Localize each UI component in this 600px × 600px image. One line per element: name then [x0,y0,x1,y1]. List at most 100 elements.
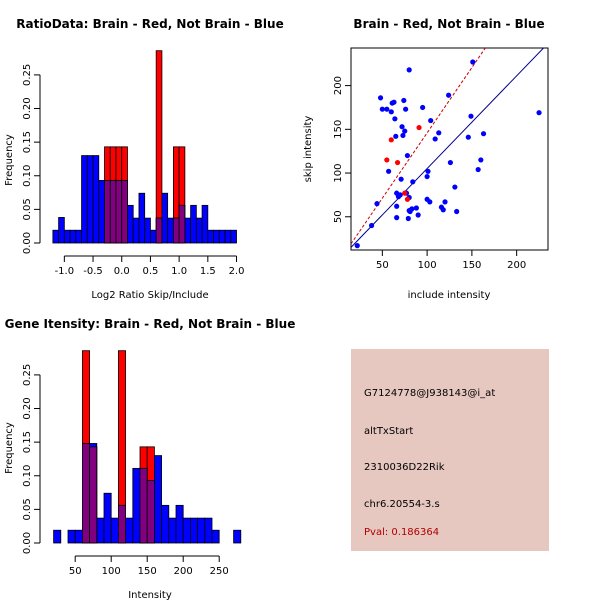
scatter-y-tick-label: 50 [333,210,344,223]
ratio-overlap-bar [109,180,117,244]
nonbrain-point [446,92,452,98]
ratio-nonbrain-bar [144,217,151,244]
ratio-nonbrain-bar [218,229,226,244]
ratio-nonbrain-bar [58,217,65,244]
gene-nonbrain-bar [161,504,170,544]
scatter-y-axis: 50 100 150 200 [333,76,351,223]
ratio-overlap-bar [104,180,111,244]
gene-y-tick-label: 0.10 [22,465,33,487]
gene-nonbrain-bar [53,529,62,544]
ratio-overlap-bar [121,180,128,244]
scatter-x-tick-label: 100 [418,260,437,271]
scatter-y-tick-label: 150 [333,120,344,139]
info-panel-background [351,349,549,551]
scatter-x-tick-label: 50 [376,260,389,271]
ratio-nonbrain-bar [224,229,232,244]
gene-nonbrain-bar [233,529,242,544]
ratio-nonbrain-bar [52,229,60,244]
ratio-y-tick-label: 0.00 [22,232,33,254]
gene-histogram-title: Gene Itensity: Brain - Red, Not Brain - … [5,317,296,331]
gene-x-tick-label: 50 [69,566,82,577]
nonbrain-point [442,199,448,205]
gene-x-tick-label: 200 [174,566,193,577]
nonbrain-point [394,203,400,209]
gene-y-tick-label: 0.25 [22,364,33,386]
brain-point [388,137,394,143]
nonbrain-point [440,207,446,213]
ratio-overlap-bar [178,204,186,244]
nonbrain-point [428,117,434,124]
ratio-nonbrain-bar [167,217,174,244]
brain-point [394,159,401,166]
gene-nonbrain-bar [175,504,184,544]
gene-x-tick-label: 250 [210,566,229,577]
gene-nonbrain-bar [103,492,112,544]
nonbrain-point [478,157,484,163]
probe-id-text: G7124778@J938143@i_at [364,388,495,399]
brain-point [384,157,390,163]
gene-nonbrain-bar [197,517,206,544]
ratio-overlap-bar [115,180,123,244]
nonbrain-point [386,168,392,174]
pval-text: Pval: 0.186364 [364,527,439,538]
nonbrain-point [374,201,380,207]
nonbrain-point [388,109,394,115]
scatter-x-axis: 50 100 150 200 [376,249,526,271]
gene-nonbrain-bar [132,467,141,544]
ratio-nonbrain-bar [213,229,220,244]
ratio-x-axis: -1.0 -0.5 0.0 0.5 1.0 1.5 2.0 [55,255,245,277]
ratio-overlap-bar [155,217,163,244]
gene-nonbrain-bar [74,529,83,544]
location-text: chr6.20554-3.s [364,499,440,510]
ratio-histogram: RatioData: Brain - Red, Not Brain - Blue… [4,17,284,301]
gene-nonbrain-bar [189,517,198,544]
ratio-nonbrain-bar [230,229,237,244]
gene-y-tick-label: 0.05 [22,498,33,520]
brain-fit-line [351,48,486,245]
ratio-x-tick-label: 0.5 [142,266,158,277]
nonbrain-point [403,106,409,112]
ratio-y-tick-label: 0.20 [22,97,33,119]
nonbrain-point [452,184,458,190]
ratio-y-tick-label: 0.05 [22,198,33,220]
ratio-overlap-bar [172,217,180,244]
gene-nonbrain-bar [211,529,220,544]
nonbrain-point [447,159,453,166]
ratio-nonbrain-bar [150,229,157,244]
nonbrain-point [468,113,474,119]
gene-overlap-bar [118,504,127,544]
nonbrain-point [394,215,400,221]
ratio-x-tick-label: 2.0 [229,266,245,277]
nonbrain-point [432,136,438,142]
ratio-nonbrain-bar [195,217,203,244]
nonbrain-point [384,106,390,112]
gene-nonbrain-bar [182,517,191,544]
gene-overlap-bar [139,467,148,544]
ratio-nonbrain-bar [138,192,146,244]
nonbrain-point [392,116,398,122]
nonbrain-point [404,152,411,159]
gene-name-text: 2310036D22Rik [364,462,445,473]
nonbrain-point [465,134,471,140]
gene-overlap-bar [89,446,98,544]
ratio-x-tick-label: 1.5 [200,266,216,277]
ratio-y-tick-label: 0.10 [22,165,33,187]
ratio-y-tick-label: 0.25 [22,64,33,86]
gene-nonbrain-bar [125,517,134,544]
ratio-nonbrain-bar [190,204,197,244]
gene-bars [53,350,242,544]
nonbrain-point [454,208,460,215]
gene-nonbrain-bar [110,517,119,544]
scatter-y-label: skip intensity [303,116,314,183]
ratio-nonbrain-bar [86,155,94,244]
ratio-y-tick-label: 0.15 [22,131,33,153]
gene-nonbrain-bar [67,529,76,544]
nonbrain-point [424,173,430,180]
gene-y-label: Frequency [4,422,15,474]
ratio-nonbrain-bar [184,217,192,244]
ratio-nonbrain-bar [127,204,134,244]
gene-histogram: Gene Itensity: Brain - Red, Not Brain - … [4,317,295,600]
gene-x-axis: 50 100 150 200 250 [69,555,229,577]
ratio-histogram-title: RatioData: Brain - Red, Not Brain - Blue [16,17,283,31]
